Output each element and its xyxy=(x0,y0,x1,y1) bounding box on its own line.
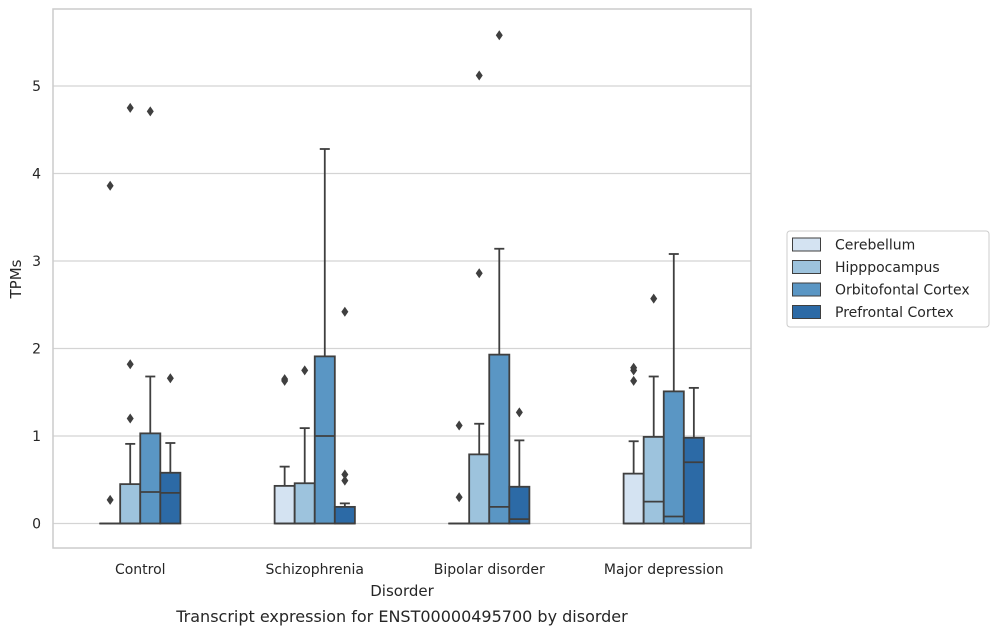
outlier-point xyxy=(126,413,134,424)
box-1-3 xyxy=(333,306,356,525)
box-3-1 xyxy=(642,293,665,525)
box xyxy=(273,484,296,525)
outlier-point xyxy=(475,70,483,81)
outlier-point xyxy=(455,492,463,503)
box-3-2 xyxy=(662,253,685,525)
legend-swatch xyxy=(792,282,821,297)
outlier-point xyxy=(301,365,309,376)
y-tick-label: 3 xyxy=(32,254,41,270)
y-axis-ticks: 0 1 2 3 4 5 xyxy=(32,79,41,533)
x-tick-label: Bipolar disorder xyxy=(434,562,545,578)
legend-entry-label: Prefrontal Cortex xyxy=(835,305,954,321)
outlier-point xyxy=(106,494,114,505)
legend-entry-label: Orbitofontal Cortex xyxy=(835,283,970,299)
box xyxy=(313,355,336,525)
box-1-0 xyxy=(273,374,296,525)
outlier-point xyxy=(650,293,658,304)
box xyxy=(682,436,705,525)
legend-swatch xyxy=(792,260,821,274)
outlier-point xyxy=(341,475,349,486)
outlier-point xyxy=(341,306,349,317)
x-axis-ticks: Control Schizophrenia Bipolar disorder Majo… xyxy=(115,562,724,578)
outlier-point xyxy=(166,373,174,384)
y-axis-label: TPMs xyxy=(7,259,25,299)
legend-frame xyxy=(786,230,990,328)
outlier-point xyxy=(630,375,638,386)
box xyxy=(642,435,665,525)
box xyxy=(468,453,491,525)
outlier-point xyxy=(126,359,134,370)
outlier-point xyxy=(475,268,483,279)
outlier-point xyxy=(515,407,523,418)
outlier-point xyxy=(341,469,349,480)
box-2-0 xyxy=(448,420,471,525)
box-1-1 xyxy=(293,365,316,525)
box xyxy=(159,471,182,525)
box-2-2 xyxy=(488,30,511,525)
box-0-1 xyxy=(119,102,142,525)
box-3-3 xyxy=(682,386,705,525)
chart-caption: Transcript expression for ENST0000049570… xyxy=(175,607,628,626)
box xyxy=(119,483,142,525)
box-1-2 xyxy=(313,148,336,525)
plot-frame xyxy=(52,8,752,549)
box-2-3 xyxy=(508,407,531,525)
box xyxy=(662,390,685,525)
box-0-3 xyxy=(159,373,182,525)
box xyxy=(333,505,356,525)
outlier-point xyxy=(630,362,638,373)
outlier-point xyxy=(126,102,134,113)
legend-swatch xyxy=(792,305,821,319)
y-tick-label: 5 xyxy=(32,79,41,95)
x-tick-label: Schizophrenia xyxy=(266,562,364,578)
y-tick-label: 4 xyxy=(32,167,41,183)
outlier-point xyxy=(281,374,289,385)
outlier-point xyxy=(106,180,114,191)
box-0-2 xyxy=(139,106,162,525)
outlier-point xyxy=(455,420,463,431)
box-0-0 xyxy=(99,180,122,525)
x-tick-label: Major depression xyxy=(604,562,724,578)
y-tick-label: 0 xyxy=(32,517,41,533)
box xyxy=(488,353,511,525)
box xyxy=(508,485,531,525)
outlier-point xyxy=(495,30,503,41)
y-tick-label: 2 xyxy=(32,342,41,358)
box-plots xyxy=(99,30,705,525)
y-tick-label: 1 xyxy=(32,429,41,445)
legend-entry-label: Hipppocampus xyxy=(835,260,940,276)
box xyxy=(139,432,162,525)
box xyxy=(293,482,316,525)
legend-swatch xyxy=(792,237,821,252)
legend: Cerebellum Hipppocampus Orbitofontal Corte… xyxy=(786,230,990,328)
outlier-point xyxy=(146,106,154,117)
legend-entry-label: Cerebellum xyxy=(835,238,915,254)
box xyxy=(622,472,645,525)
box-2-1 xyxy=(468,70,491,525)
box-3-0 xyxy=(622,362,645,525)
x-tick-label: Control xyxy=(115,562,166,578)
x-axis-label: Disorder xyxy=(370,582,434,600)
